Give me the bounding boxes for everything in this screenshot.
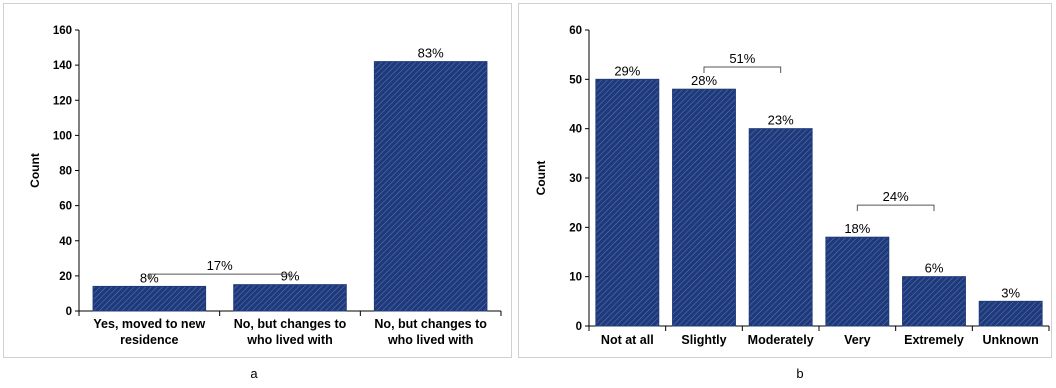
- bar: [825, 236, 890, 327]
- x-category-label: Not at all: [601, 333, 654, 347]
- y-tick-label: 20: [569, 222, 582, 234]
- bar-data-label: 29%: [614, 63, 640, 78]
- chart-b-svg: 0 10 20 30 40 50 60 Count 29% Not at all 28% Slight…: [534, 25, 1050, 347]
- group-bracket: [856, 204, 935, 212]
- chart-panel-b: 0 10 20 30 40 50 60 Count 29% Not at all 28% Slight…: [518, 3, 1052, 358]
- y-tick-label: 30: [569, 173, 582, 185]
- y-tick-label: 60: [59, 201, 72, 213]
- bar: [373, 61, 488, 312]
- bracket-label: 51%: [729, 51, 755, 66]
- x-category-label: Unknown: [983, 333, 1039, 347]
- x-category-label: Extremely: [904, 333, 964, 347]
- panel-label-b: b: [796, 366, 804, 381]
- y-tick-label: 60: [569, 25, 582, 37]
- y-tick-label: 120: [53, 95, 72, 107]
- y-axis-label: Count: [28, 153, 42, 188]
- bar-data-label: 28%: [691, 73, 717, 88]
- x-category-label: No, but changes to: [374, 317, 487, 331]
- bar: [595, 78, 660, 327]
- y-tick-label: 40: [59, 236, 72, 248]
- panel-label-a: a: [250, 366, 258, 381]
- y-tick-label: 100: [53, 130, 72, 142]
- x-category-label: Yes, moved to new: [93, 317, 205, 331]
- bracket-label: 17%: [207, 258, 233, 273]
- bar-data-label: 3%: [1001, 285, 1020, 300]
- x-category-label: who lived with: [387, 333, 473, 347]
- bar: [672, 88, 736, 327]
- x-category-label: No, but changes to: [234, 317, 347, 331]
- x-category-label: who lived with: [246, 333, 332, 347]
- y-tick-label: 20: [59, 271, 72, 283]
- group-bracket: [148, 273, 291, 281]
- y-axis-label: Count: [534, 161, 548, 196]
- bracket-label: 24%: [883, 189, 909, 204]
- chart-panel-a: 0 20 40 60 80 100 120 140 160 Count 8% Yes, moved t…: [3, 3, 512, 358]
- bar-data-label: 6%: [925, 261, 944, 276]
- y-tick-label: 0: [576, 321, 582, 333]
- y-tick-label: 40: [569, 124, 582, 136]
- bar-data-label: 18%: [844, 221, 870, 236]
- bar: [233, 284, 347, 312]
- x-category-label: Very: [844, 333, 870, 347]
- x-category-label: Moderately: [748, 333, 814, 347]
- bar-data-label: 23%: [768, 113, 794, 128]
- y-tick-label: 160: [53, 25, 72, 37]
- x-category-label: residence: [120, 333, 178, 347]
- bar-data-label: 83%: [418, 46, 444, 61]
- y-tick-label: 10: [569, 272, 582, 284]
- bar: [748, 128, 813, 327]
- bar: [902, 276, 966, 327]
- y-tick-label: 0: [66, 306, 72, 318]
- y-tick-label: 140: [53, 60, 72, 72]
- bar: [978, 300, 1043, 327]
- group-bracket: [703, 66, 782, 73]
- x-category-label: Slightly: [681, 333, 726, 347]
- bar: [92, 285, 207, 312]
- y-tick-label: 50: [569, 74, 582, 86]
- y-tick-label: 80: [59, 166, 72, 178]
